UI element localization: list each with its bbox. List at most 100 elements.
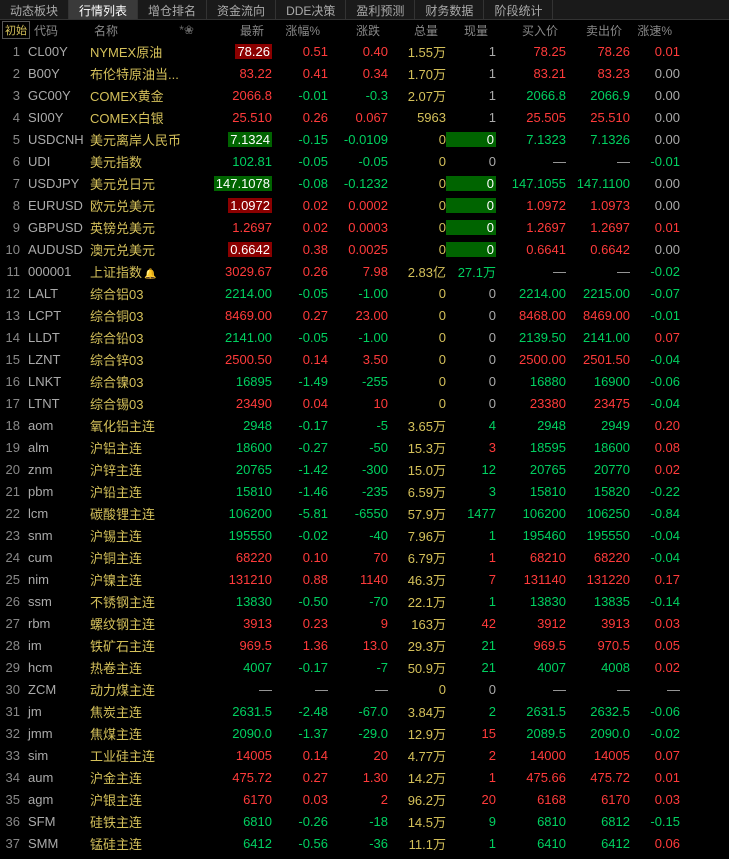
- table-row[interactable]: 28im铁矿石主连969.51.3613.029.3万21969.5970.50…: [0, 634, 729, 656]
- table-row[interactable]: 26ssm不锈钢主连13830-0.50-7022.1万11383013835-…: [0, 590, 729, 612]
- hdr-spd[interactable]: 涨速%: [628, 22, 678, 39]
- cell-ask: 18600: [566, 440, 630, 455]
- table-row[interactable]: 14LLDT综合铅032141.00-0.05-1.00002139.50214…: [0, 326, 729, 348]
- cell-ask: 970.5: [566, 638, 630, 653]
- hdr-chg[interactable]: 涨跌: [326, 22, 386, 39]
- cell-now: 1: [446, 770, 496, 785]
- cell-pct: 0.27: [272, 308, 328, 323]
- table-row[interactable]: 7USDJPY美元兑日元147.1078-0.08-0.123200147.10…: [0, 172, 729, 194]
- row-index: 2: [0, 66, 24, 81]
- cell-name: COMEX黄金: [88, 86, 200, 105]
- hdr-bid[interactable]: 买入价: [494, 22, 564, 39]
- cell-name: 综合铅03: [88, 328, 200, 347]
- table-row[interactable]: 5USDCNH美元离岸人民币7.1324-0.15-0.0109007.1323…: [0, 128, 729, 150]
- table-row[interactable]: 19alm沪铝主连18600-0.27-5015.3万318595186000.…: [0, 436, 729, 458]
- hdr-name[interactable]: 名称: [90, 22, 170, 39]
- table-row[interactable]: 8EURUSD欧元兑美元1.09720.020.0002001.09721.09…: [0, 194, 729, 216]
- table-row[interactable]: 11000001上证指数🔔3029.670.267.982.83亿27.1万——…: [0, 260, 729, 282]
- cell-name: 不锈钢主连: [88, 592, 200, 611]
- hdr-vol[interactable]: 总量: [386, 22, 444, 39]
- table-row[interactable]: 15LZNT综合锌032500.500.143.50002500.002501.…: [0, 348, 729, 370]
- tab-3[interactable]: 资金流向: [207, 0, 276, 19]
- cell-spd: -0.02: [630, 264, 680, 279]
- hdr-pct[interactable]: 涨幅%: [270, 22, 326, 39]
- row-index: 27: [0, 616, 24, 631]
- table-row[interactable]: 27rbm螺纹钢主连39130.239163万42391239130.03: [0, 612, 729, 634]
- row-index: 11: [0, 264, 24, 279]
- table-row[interactable]: 20znm沪锌主连20765-1.42-30015.0万122076520770…: [0, 458, 729, 480]
- cell-bid: —: [496, 682, 566, 697]
- tab-6[interactable]: 财务数据: [415, 0, 484, 19]
- table-row[interactable]: 12LALT综合铝032214.00-0.05-1.00002214.00221…: [0, 282, 729, 304]
- cell-vol: 14.5万: [388, 812, 446, 831]
- cell-now: 1: [446, 594, 496, 609]
- tab-bar: 动态板块行情列表增仓排名资金流向DDE决策盈利预测财务数据阶段统计: [0, 0, 729, 20]
- table-row[interactable]: 16LNKT综合镍0316895-1.49-255001688016900-0.…: [0, 370, 729, 392]
- table-row[interactable]: 6UDI美元指数102.81-0.05-0.0500——-0.01: [0, 150, 729, 172]
- table-row[interactable]: 36SFM硅铁主连6810-0.26-1814.5万968106812-0.15: [0, 810, 729, 832]
- cell-spd: 0.05: [630, 638, 680, 653]
- cell-pct: 0.88: [272, 572, 328, 587]
- cell-spd: 0.01: [630, 44, 680, 59]
- tab-5[interactable]: 盈利预测: [346, 0, 415, 19]
- cell-pct: -5.81: [272, 506, 328, 521]
- hdr-latest[interactable]: 最新: [200, 22, 270, 39]
- tab-1[interactable]: 行情列表: [69, 0, 138, 19]
- table-row[interactable]: 3GC00YCOMEX黄金2066.8-0.01-0.32.07万12066.8…: [0, 84, 729, 106]
- hdr-now[interactable]: 现量: [444, 22, 494, 39]
- tab-4[interactable]: DDE决策: [276, 0, 346, 19]
- cell-name: 动力煤主连: [88, 680, 200, 699]
- row-index: 29: [0, 660, 24, 675]
- cell-chg: 1140: [328, 572, 388, 587]
- cell-chg: 20: [328, 748, 388, 763]
- cell-bid: —: [496, 264, 566, 279]
- cell-pct: -0.01: [272, 88, 328, 103]
- table-row[interactable]: 25nim沪镍主连1312100.88114046.3万713114013122…: [0, 568, 729, 590]
- tab-0[interactable]: 动态板块: [0, 0, 69, 19]
- hdr-ask[interactable]: 卖出价: [564, 22, 628, 39]
- table-row[interactable]: 24cum沪铜主连682200.10706.79万16821068220-0.0…: [0, 546, 729, 568]
- cell-pct: -0.05: [272, 286, 328, 301]
- table-row[interactable]: 17LTNT综合锡03234900.0410002338023475-0.04: [0, 392, 729, 414]
- cell-latest: 147.1078: [200, 176, 272, 191]
- cell-ask: 2141.00: [566, 330, 630, 345]
- table-row[interactable]: 21pbm沪铅主连15810-1.46-2356.59万31581015820-…: [0, 480, 729, 502]
- table-row[interactable]: 1CL00YNYMEX原油78.260.510.401.55万178.2578.…: [0, 40, 729, 62]
- table-row[interactable]: 30ZCM动力煤主连———00———: [0, 678, 729, 700]
- cell-code: ZCM: [24, 682, 88, 697]
- cell-name: 碳酸锂主连: [88, 504, 200, 523]
- table-row[interactable]: 23snm沪锡主连195550-0.02-407.96万119546019555…: [0, 524, 729, 546]
- table-row[interactable]: 2B00Y布伦特原油当...83.220.410.341.70万183.2183…: [0, 62, 729, 84]
- hdr-code[interactable]: 代码: [30, 22, 90, 39]
- table-row[interactable]: 22lcm碳酸锂主连106200-5.81-655057.9万147710620…: [0, 502, 729, 524]
- tab-2[interactable]: 增仓排名: [138, 0, 207, 19]
- table-row[interactable]: 31jm焦炭主连2631.5-2.48-67.03.84万22631.52632…: [0, 700, 729, 722]
- cell-spd: -0.04: [630, 528, 680, 543]
- cell-code: lcm: [24, 506, 88, 521]
- table-row[interactable]: 4SI00YCOMEX白银25.5100.260.0675963125.5052…: [0, 106, 729, 128]
- cell-code: EURUSD: [24, 198, 88, 213]
- table-row[interactable]: 18aom氧化铝主连2948-0.17-53.65万4294829490.20: [0, 414, 729, 436]
- table-row[interactable]: 33sim工业硅主连140050.14204.77万214000140050.0…: [0, 744, 729, 766]
- table-row[interactable]: 13LCPT综合铜038469.000.2723.00008468.008469…: [0, 304, 729, 326]
- table-row[interactable]: 37SMM锰硅主连6412-0.56-3611.1万1641064120.06: [0, 832, 729, 854]
- table-row[interactable]: 35agm沪银主连61700.03296.2万20616861700.03: [0, 788, 729, 810]
- cell-ask: 106250: [566, 506, 630, 521]
- cell-latest: 68220: [200, 550, 272, 565]
- table-row[interactable]: 9GBPUSD英镑兑美元1.26970.020.0003001.26971.26…: [0, 216, 729, 238]
- table-row[interactable]: 10AUDUSD澳元兑美元0.66420.380.0025000.66410.6…: [0, 238, 729, 260]
- cell-bid: 2214.00: [496, 286, 566, 301]
- cell-code: USDJPY: [24, 176, 88, 191]
- cell-ask: 13835: [566, 594, 630, 609]
- cell-chg: 7.98: [328, 264, 388, 279]
- cell-bid: 3912: [496, 616, 566, 631]
- row-index: 15: [0, 352, 24, 367]
- row-index: 12: [0, 286, 24, 301]
- table-row[interactable]: 32jmm焦煤主连2090.0-1.37-29.012.9万152089.520…: [0, 722, 729, 744]
- cell-bid: 131140: [496, 572, 566, 587]
- init-button[interactable]: 初始: [2, 21, 30, 39]
- table-row[interactable]: 29hcm热卷主连4007-0.17-750.9万21400740080.02: [0, 656, 729, 678]
- table-row[interactable]: 34aum沪金主连475.720.271.3014.2万1475.66475.7…: [0, 766, 729, 788]
- tab-7[interactable]: 阶段统计: [484, 0, 553, 19]
- hdr-star[interactable]: *❀: [170, 23, 200, 37]
